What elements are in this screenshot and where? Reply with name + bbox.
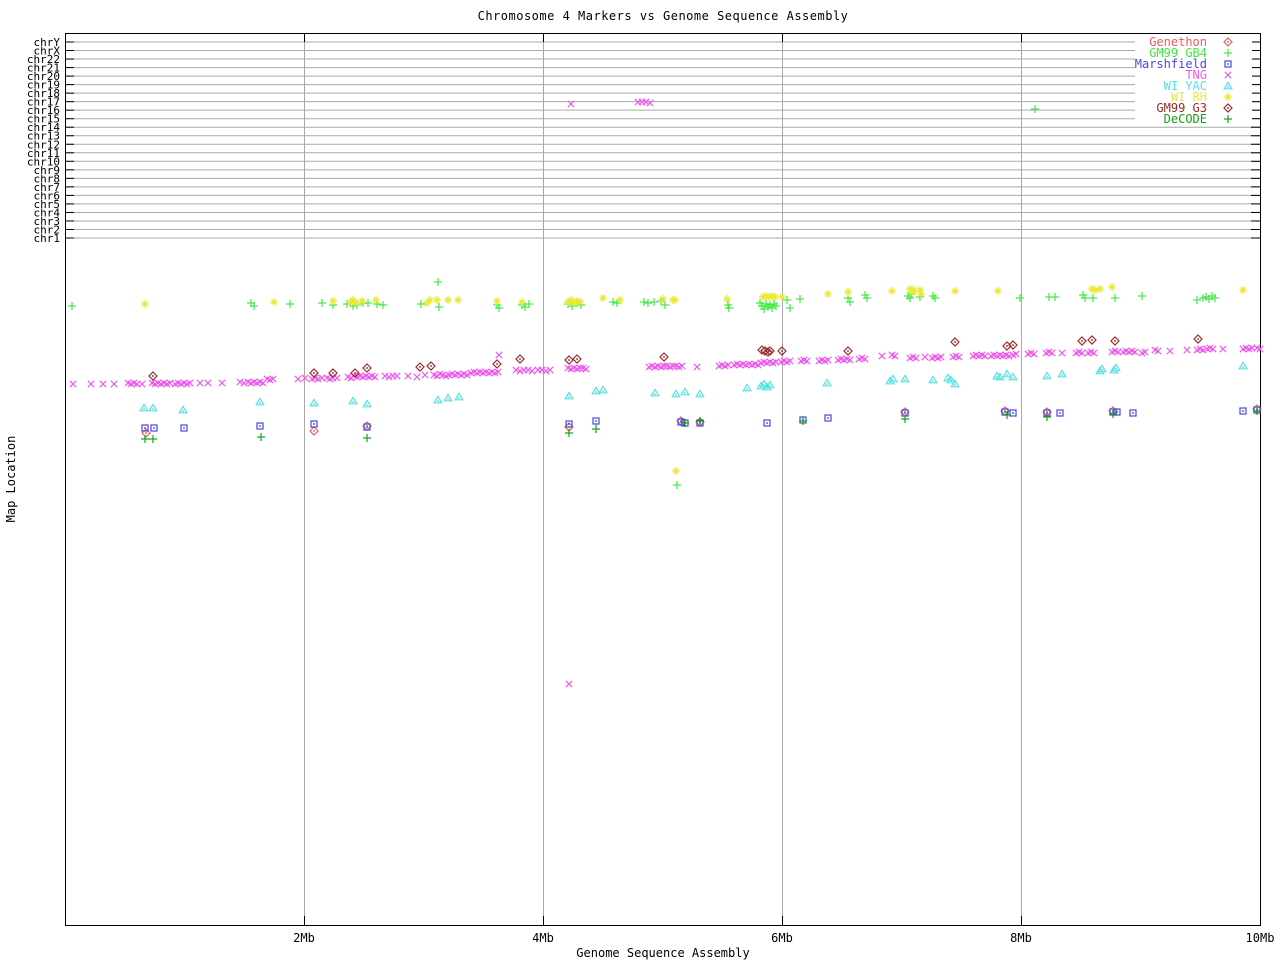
chr-label-chr16: chr16 [27,104,60,117]
x-axis-label: Genome Sequence Assembly [576,946,750,960]
chr-label-chr14: chr14 [27,121,60,134]
legend-item-tng: TNG [1185,68,1232,82]
chart-title: Chromosome 4 Markers vs Genome Sequence … [477,9,849,23]
chr-label-chr4: chr4 [34,206,61,219]
legend-marker-wi-rh-icon [1224,93,1232,101]
plot-border [65,33,1261,926]
x-tick-8Mb: 8Mb [1010,931,1032,945]
chr-label-chr13: chr13 [27,130,60,143]
chr-label-chr19: chr19 [27,79,60,92]
legend-item-marshfield: Marshfield [1135,57,1232,71]
chr-label-chr8: chr8 [34,172,61,185]
x-tick-2Mb: 2Mb [293,931,315,945]
legend-label-wi-rh: WI RH [1171,90,1207,104]
legend-label-genethon: Genethon [1149,35,1207,49]
chr-label-chr1: chr1 [34,232,61,245]
legend-marker-genethon-icon [1223,37,1233,47]
chr-label-chr21: chr21 [27,62,60,75]
chr-label-chr11: chr11 [27,147,60,160]
chr-label-chrY: chrY [34,36,61,49]
legend-marker-marshfield-icon [1224,60,1232,68]
legend-background [1135,35,1252,126]
chr-label-chr3: chr3 [34,215,61,228]
axis-ticks [65,33,1261,925]
legend-item-gm99-gb4: GM99 GB4 [1149,46,1232,60]
x-tick-6Mb: 6Mb [771,931,793,945]
series-gm99-g3 [148,334,1203,381]
legend-marker-gm99-gb4-icon [1224,49,1232,57]
chr-label-chr22: chr22 [27,53,60,66]
legend-label-gm99-g3: GM99 G3 [1156,101,1207,115]
x-tick-10Mb: 10Mb [1246,931,1275,945]
legend-marker-wi-yac-icon [1223,81,1233,90]
legend-marker-gm99-g3-icon [1223,103,1233,113]
chromosome-labels: chrYchrXchr22chr21chr20chr19chr18chr17ch… [27,36,60,245]
chr-label-chr2: chr2 [34,223,61,236]
legend-label-marshfield: Marshfield [1135,57,1207,71]
chr-label-chr7: chr7 [34,181,61,194]
series-tng [69,98,1264,688]
chr-label-chr10: chr10 [27,155,60,168]
legend-label-gm99-gb4: GM99 GB4 [1149,46,1207,60]
legend-label-tng: TNG [1185,68,1207,82]
legend-label-decode: DeCODE [1164,112,1207,126]
chr-label-chr5: chr5 [34,198,61,211]
legend-item-wi-yac: WI YAC [1164,79,1233,93]
chr-label-chr15: chr15 [27,113,60,126]
chr-label-chr17: chr17 [27,96,60,109]
chromosome-gridlines [65,41,1260,239]
legend-item-decode: DeCODE [1164,112,1232,126]
chr-label-chrX: chrX [34,45,61,58]
legend-item-wi-rh: WI RH [1171,90,1232,104]
series-gm99-gb4 [68,105,1219,489]
x-tick-4Mb: 4Mb [532,931,554,945]
legend-item-gm99-g3: GM99 G3 [1156,101,1233,115]
chr-label-chr6: chr6 [34,189,61,202]
chr-label-chr20: chr20 [27,70,60,83]
legend-marker-decode-icon [1224,115,1232,123]
series-wi-rh [141,283,1247,475]
series-decode [141,407,1261,443]
chr-label-chr12: chr12 [27,138,60,151]
legend-marker-tng-icon [1224,71,1232,79]
chr-label-chr18: chr18 [27,87,60,100]
mb-gridlines [304,33,1022,925]
chr-label-chr9: chr9 [34,164,61,177]
legend-item-genethon: Genethon [1149,35,1233,49]
legend-label-wi-yac: WI YAC [1164,79,1207,93]
x-tick-labels: 2Mb 4Mb 6Mb 8Mb 10Mb [293,931,1274,945]
series-wi-yac [139,361,1248,414]
